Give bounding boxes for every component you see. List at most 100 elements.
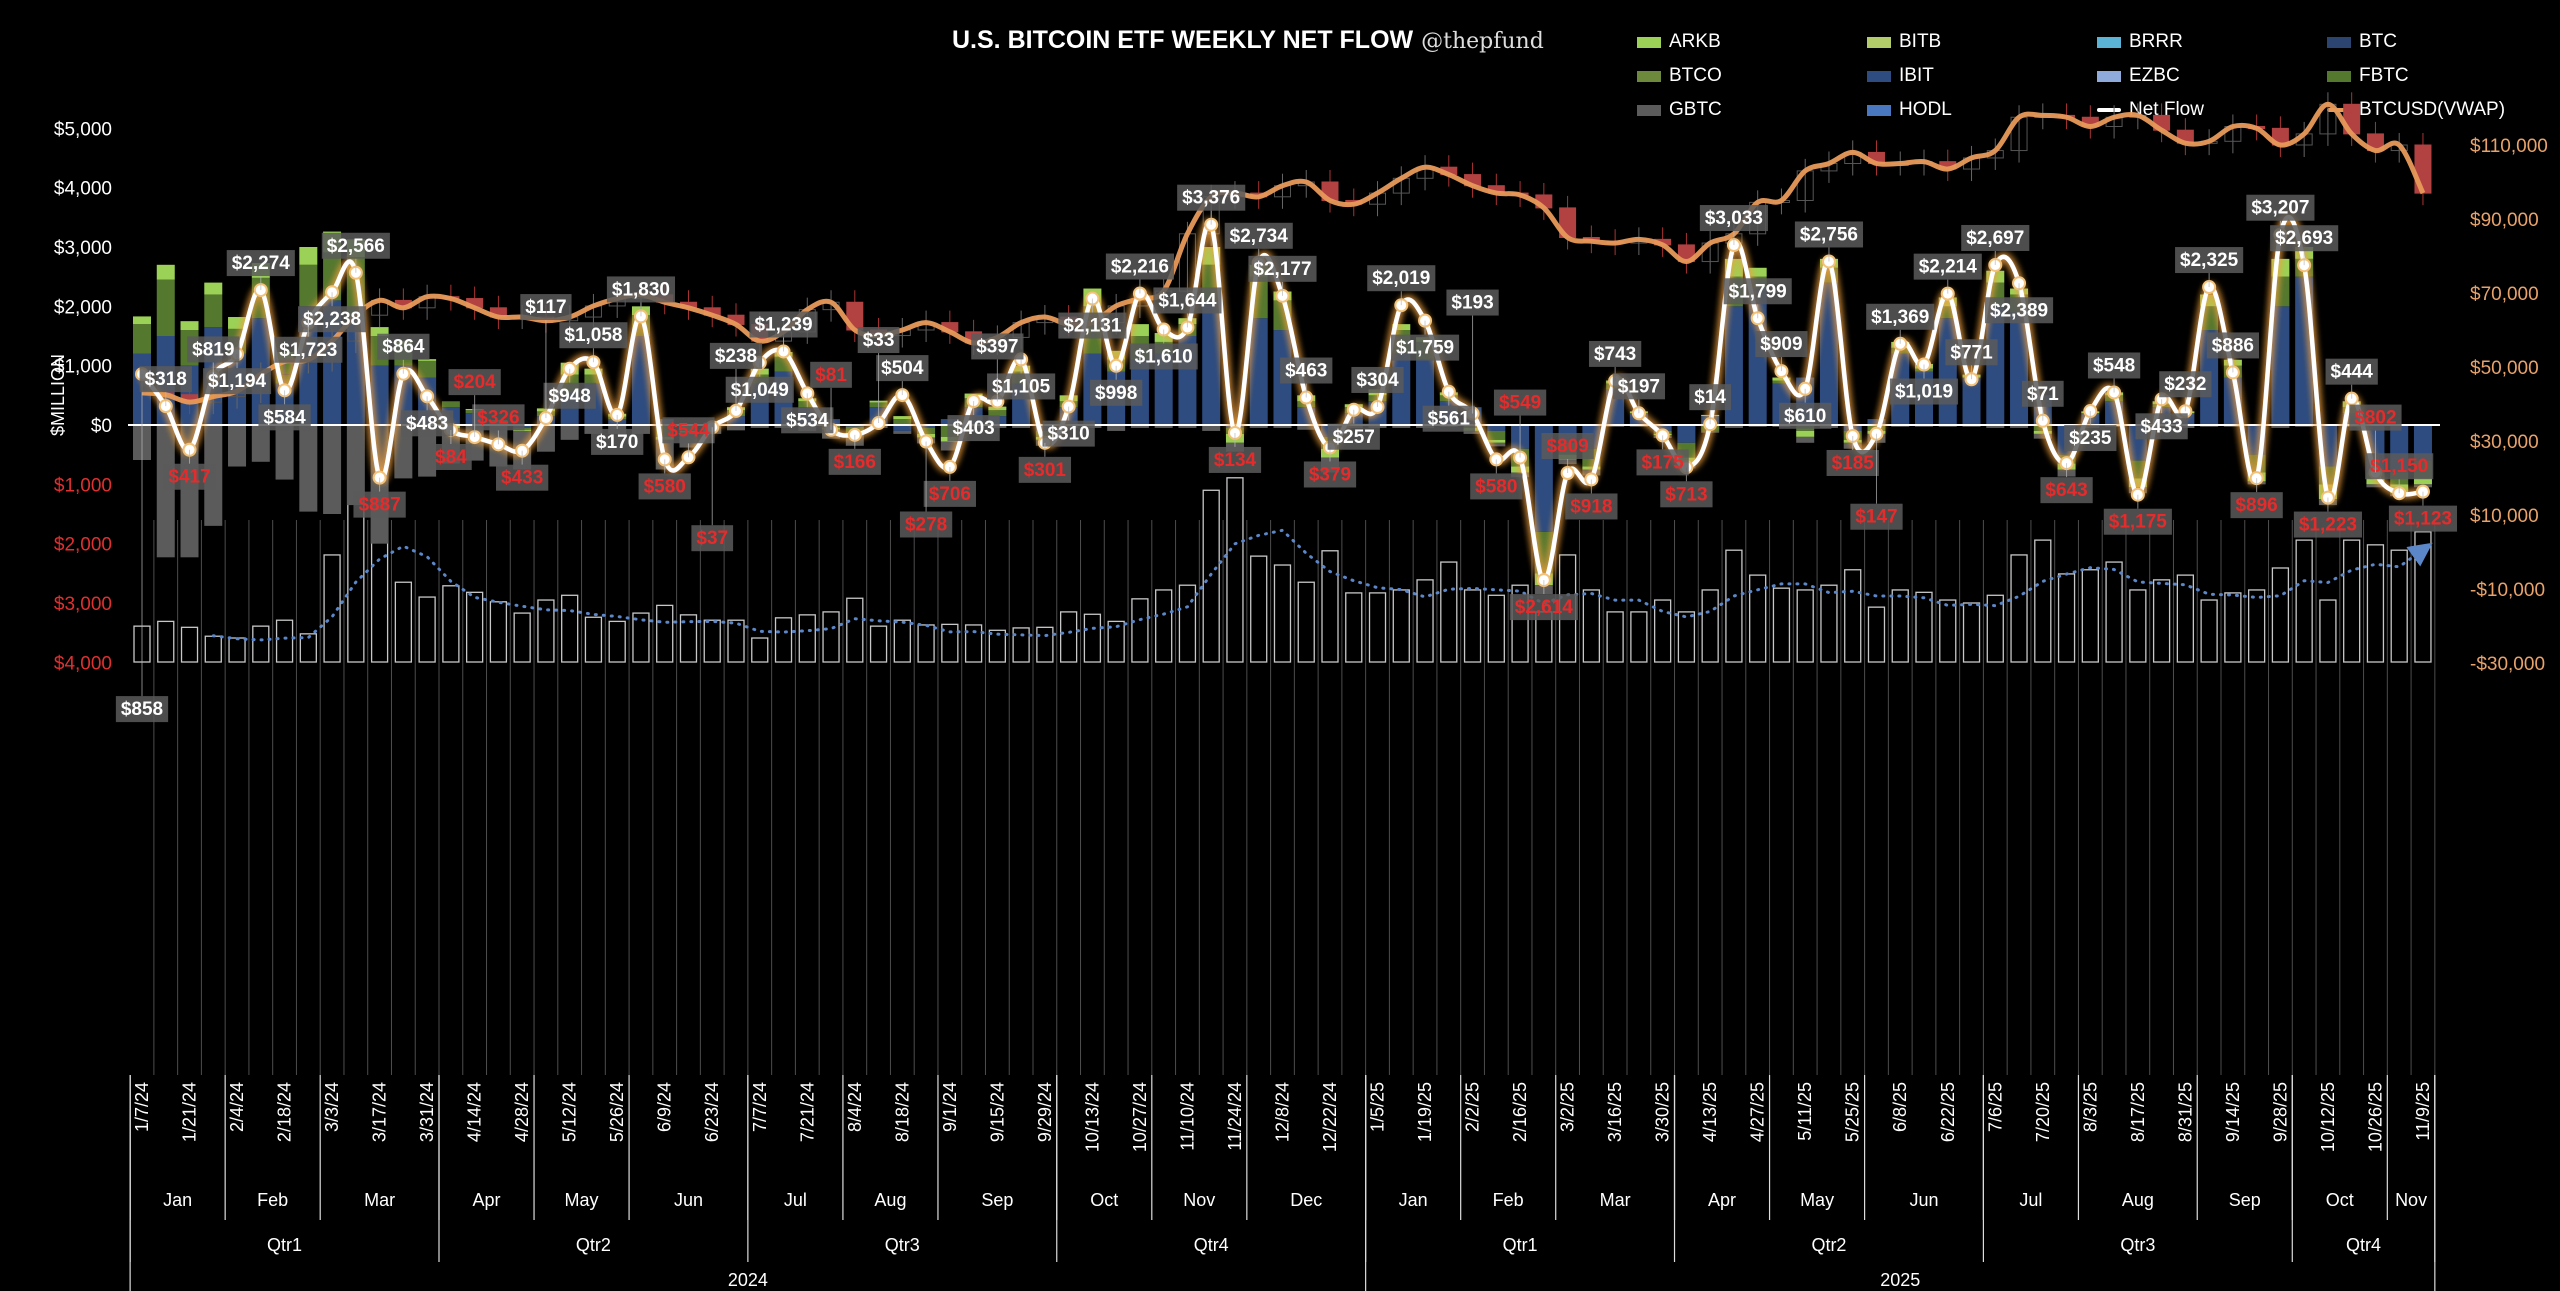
net-flow-data-label: $1,723 bbox=[279, 340, 337, 361]
bar-segment-gbtc bbox=[1249, 425, 1268, 428]
net-flow-data-label: $71 bbox=[2027, 384, 2059, 405]
net-flow-data-label: $534 bbox=[786, 410, 829, 431]
bar-segment-arkb bbox=[2200, 294, 2219, 307]
net-flow-data-label: $2,325 bbox=[2180, 250, 2239, 271]
bar-segment-gbtc bbox=[893, 430, 912, 434]
bottom-bar bbox=[1939, 599, 1957, 663]
net-flow-data-label-group: $643 bbox=[2040, 463, 2093, 504]
month-label: Nov bbox=[2395, 1190, 2427, 1210]
data-label-box bbox=[1945, 339, 1998, 366]
bar-segment-ibit bbox=[1487, 425, 1506, 431]
x-tick-label: 7/6/25 bbox=[1985, 1082, 2005, 1132]
month-label: Oct bbox=[2326, 1190, 2354, 1210]
x-tick-label: 1/5/25 bbox=[1368, 1082, 1388, 1132]
data-label-box bbox=[1889, 378, 1959, 405]
data-label-box bbox=[187, 336, 240, 363]
bottom-bar bbox=[1986, 594, 2004, 663]
net-flow-data-label-group: $549 bbox=[1493, 389, 1547, 458]
net-flow-data-label-group: $1,175 bbox=[2103, 494, 2172, 535]
bar-segment-arkb bbox=[370, 327, 389, 336]
data-label-box bbox=[1042, 420, 1095, 447]
x-tick-label: 5/25/25 bbox=[1843, 1082, 1863, 1142]
bar-segment-ibit bbox=[893, 425, 912, 431]
data-label-box bbox=[899, 511, 953, 538]
net-flow-data-label-group: $864 bbox=[377, 333, 430, 374]
legend-item-brrr: BRRR bbox=[2097, 30, 2327, 54]
bottom-bar bbox=[893, 619, 911, 663]
data-label-box bbox=[543, 382, 596, 409]
net-flow-data-label-group: $771 bbox=[1945, 339, 1998, 380]
bar-segment-gbtc bbox=[750, 425, 769, 428]
bottom-bar bbox=[2366, 544, 2385, 663]
month-label: Mar bbox=[1600, 1190, 1631, 1210]
bar-segment-ibit bbox=[370, 365, 389, 425]
net-flow-data-label: $1,239 bbox=[754, 314, 812, 335]
net-flow-data-label-group: $117 bbox=[520, 294, 572, 419]
bottom-bar bbox=[1653, 599, 1672, 663]
net-flow-data-label: $819 bbox=[192, 339, 234, 360]
data-label-box bbox=[1090, 379, 1143, 406]
bar-segment-gbtc bbox=[1178, 425, 1197, 428]
data-label-box bbox=[1961, 224, 2030, 251]
net-flow-data-label: $197 bbox=[1618, 376, 1660, 397]
net-flow-data-label: $1,049 bbox=[731, 380, 789, 401]
net-flow-data-label-group: $170 bbox=[591, 414, 644, 455]
bottom-bar bbox=[2390, 549, 2408, 663]
month-label: Jan bbox=[1399, 1190, 1428, 1210]
bar-segment-gbtc bbox=[275, 425, 294, 480]
bar-segment-fbtc bbox=[1891, 347, 1910, 354]
data-label-box bbox=[1866, 303, 1935, 330]
bottom-bar bbox=[1440, 561, 1458, 663]
legend-swatch bbox=[1637, 104, 1661, 116]
net-flow-data-label-group: $37 bbox=[691, 427, 734, 552]
bottom-bar bbox=[1772, 587, 1791, 663]
data-label-box bbox=[1984, 297, 2054, 324]
legend-label: BTC bbox=[2359, 31, 2397, 52]
bar-segment-ibit bbox=[1249, 318, 1268, 425]
bottom-bar bbox=[2081, 569, 2099, 663]
data-label-box bbox=[876, 355, 929, 382]
bottom-bar bbox=[394, 581, 413, 663]
net-flow-data-label-group: $3,376 bbox=[1177, 184, 1246, 225]
bottom-bar bbox=[1155, 589, 1173, 663]
bottom-bar bbox=[2295, 539, 2313, 663]
bar-segment-gbtc bbox=[346, 425, 365, 506]
legend-label: EZBC bbox=[2129, 65, 2180, 86]
net-flow-data-label: $483 bbox=[406, 413, 448, 434]
data-label-box bbox=[1177, 184, 1246, 211]
net-flow-data-label-group: $204 bbox=[448, 369, 501, 438]
net-flow-data-label: $2,131 bbox=[1063, 316, 1122, 337]
net-flow-data-label-group: $2,756 bbox=[1794, 221, 1864, 262]
bar-segment-arkb bbox=[1772, 377, 1791, 381]
bar-segment-gbtc bbox=[2010, 425, 2029, 428]
net-flow-data-label: $204 bbox=[453, 372, 496, 393]
x-tick-label: 1/7/24 bbox=[132, 1082, 152, 1132]
right-axis-tick: $70,000 bbox=[2470, 284, 2539, 305]
legend-item-hodl: HODL bbox=[1867, 98, 2097, 122]
net-flow-data-label: $326 bbox=[477, 407, 519, 428]
data-label-box bbox=[1327, 423, 1380, 450]
net-flow-data-label-group: $1,019 bbox=[1889, 364, 1959, 405]
bar-segment-gbtc bbox=[156, 425, 175, 558]
left-axis-tick: $2,000 bbox=[54, 535, 112, 556]
x-tick-label: 10/12/25 bbox=[2318, 1082, 2338, 1152]
bottom-bar bbox=[2200, 599, 2218, 663]
quarter-label: Qtr4 bbox=[2346, 1235, 2381, 1255]
month-label: Jun bbox=[1909, 1190, 1938, 1210]
net-flow-data-label: $948 bbox=[549, 386, 591, 407]
bottom-bar bbox=[2271, 567, 2290, 663]
x-tick-label: 3/31/24 bbox=[417, 1082, 437, 1142]
bar-segment-arkb bbox=[204, 282, 223, 295]
net-flow-data-label-group: $887 bbox=[353, 477, 406, 518]
net-flow-data-label: $1,175 bbox=[2109, 512, 2168, 533]
data-label-box bbox=[1660, 481, 1713, 508]
data-label-box bbox=[1699, 205, 1768, 232]
bar-segment-arkb bbox=[1392, 324, 1411, 331]
x-tick-label: 2/2/25 bbox=[1463, 1082, 1483, 1132]
net-flow-data-label: $33 bbox=[863, 330, 895, 351]
net-flow-data-label-group: $403 bbox=[947, 401, 1000, 442]
data-label-box bbox=[1755, 331, 1808, 358]
net-flow-data-label: $743 bbox=[1594, 344, 1636, 365]
bar-segment-fbtc bbox=[441, 401, 460, 408]
